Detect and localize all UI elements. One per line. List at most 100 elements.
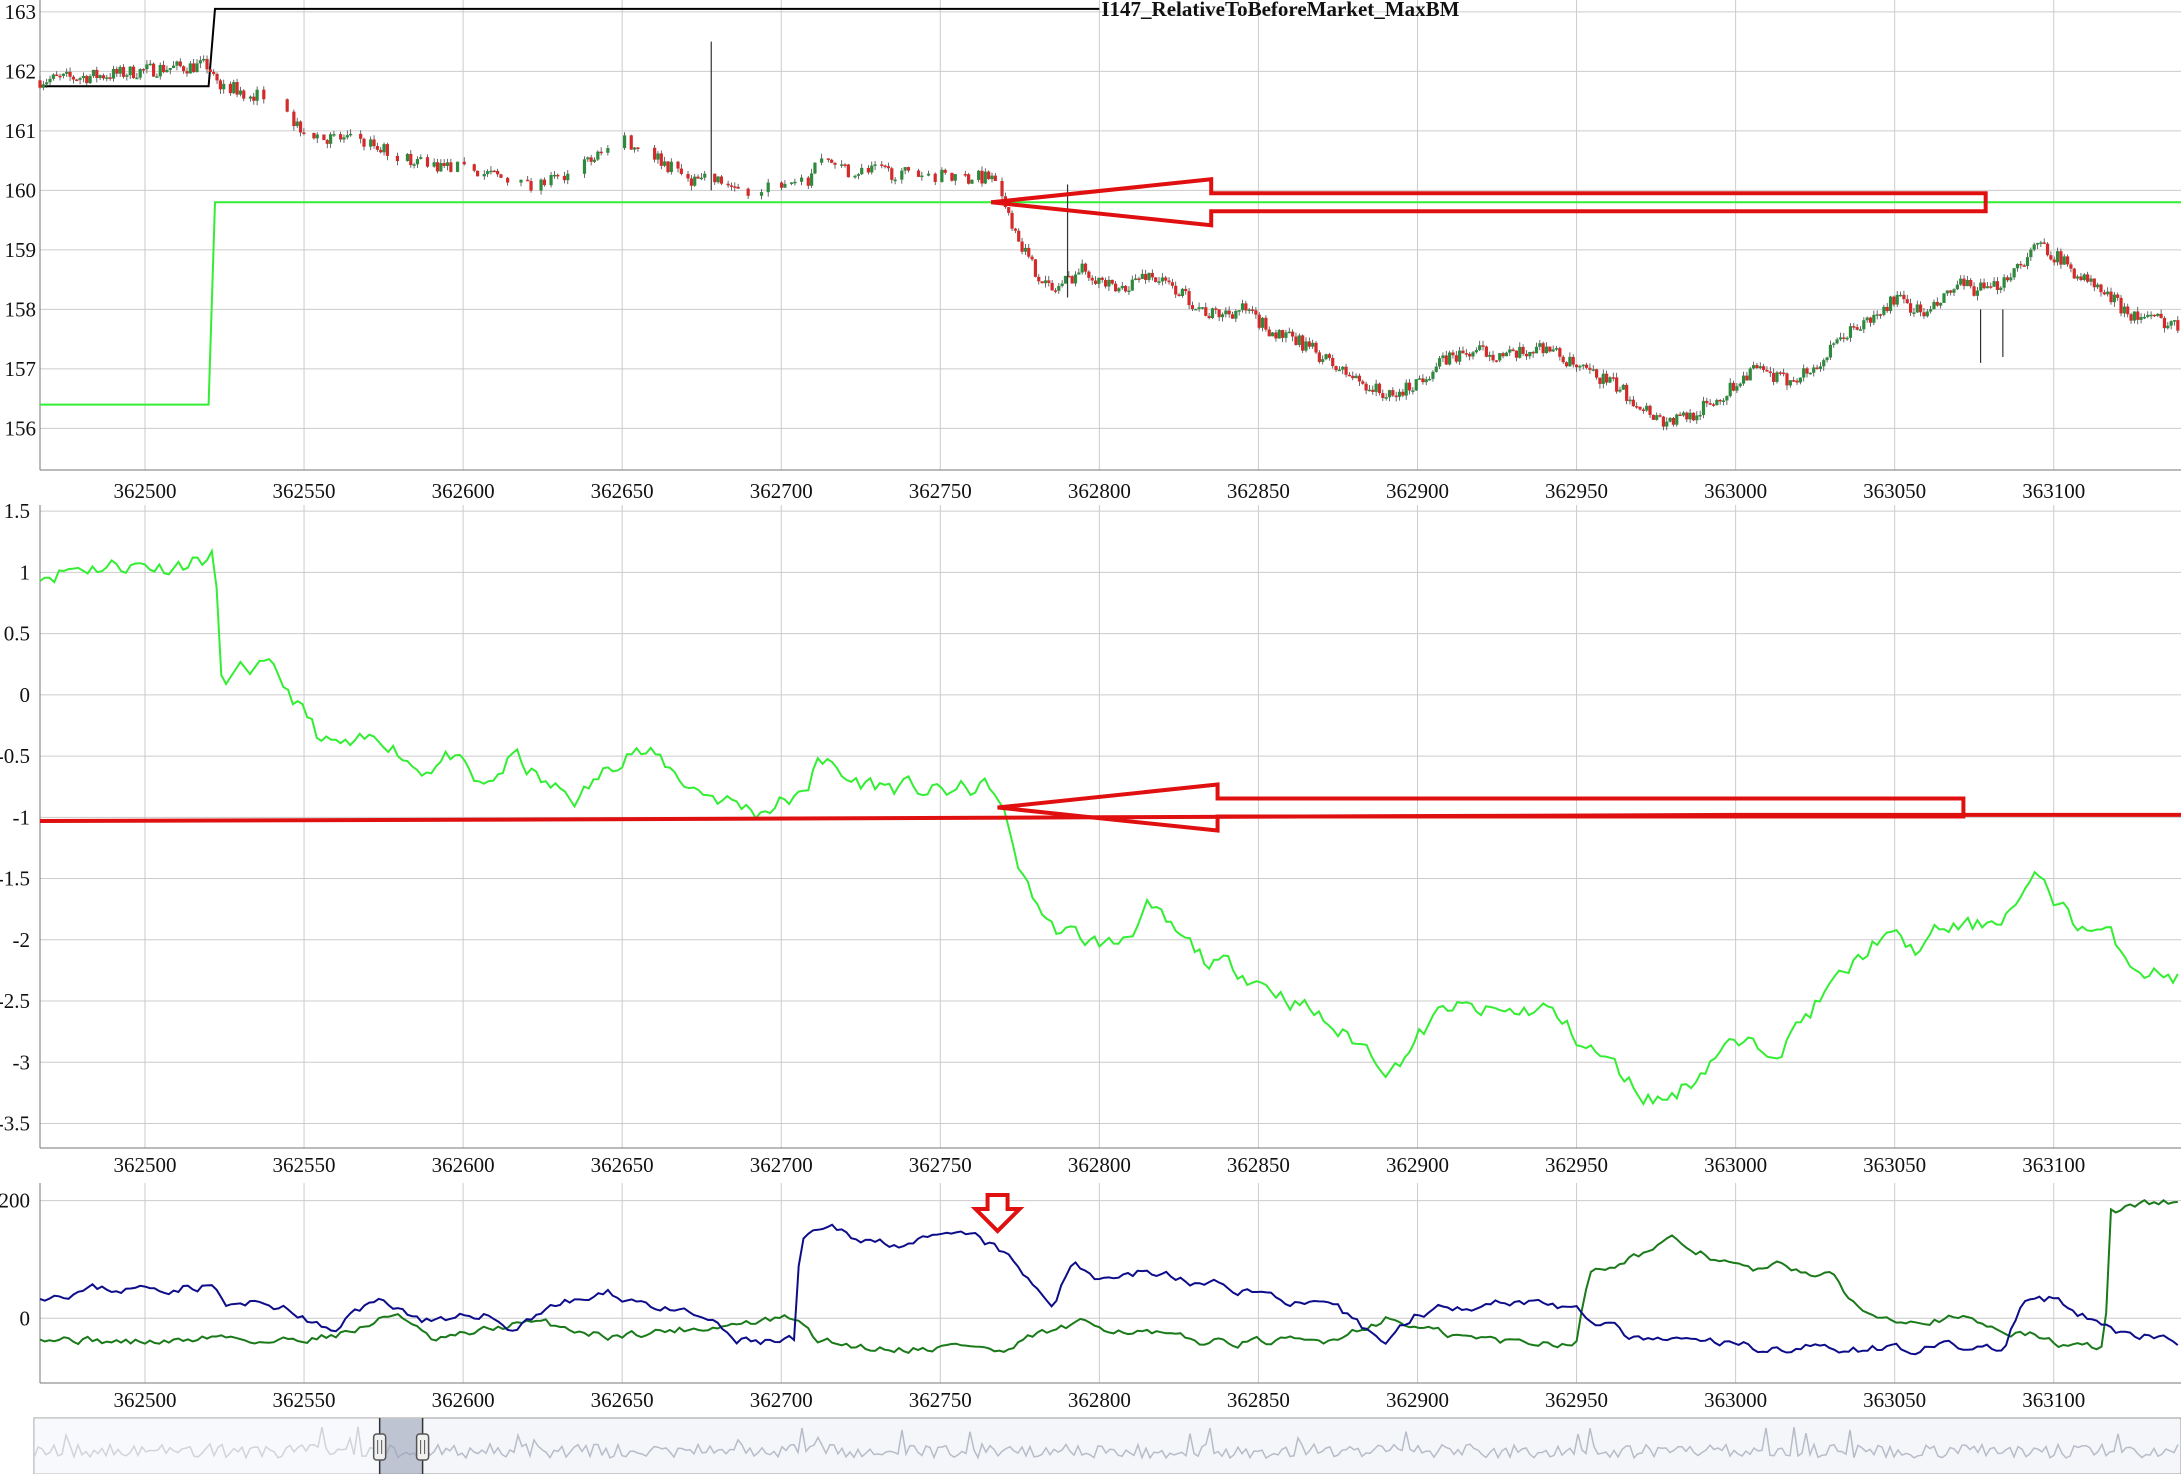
candle xyxy=(1661,416,1666,427)
y-tick-label: 1 xyxy=(20,560,31,584)
candle xyxy=(482,173,486,177)
candle xyxy=(1701,400,1706,415)
candle xyxy=(1451,352,1455,356)
candle xyxy=(2132,311,2136,321)
x-tick-label: 362900 xyxy=(1386,1153,1449,1177)
y-tick-label: 163 xyxy=(5,0,37,24)
candle xyxy=(2019,263,2023,266)
navigator-handle-right[interactable] xyxy=(415,1433,430,1461)
candle xyxy=(1858,329,1863,331)
candle xyxy=(1765,370,1769,372)
candle xyxy=(95,69,99,79)
candle xyxy=(1274,332,1278,339)
candle xyxy=(111,68,116,79)
candle xyxy=(933,173,937,182)
candle xyxy=(566,173,570,181)
candle xyxy=(1224,310,1228,315)
candle xyxy=(1327,354,1331,358)
candle xyxy=(1728,382,1732,397)
x-tick-label: 362550 xyxy=(273,479,336,503)
candle xyxy=(1528,351,1532,357)
candle xyxy=(1301,335,1305,351)
candle xyxy=(2032,244,2036,250)
panel-3: 362500 362550 362600 362650 362700 362750 3628… xyxy=(0,1183,2181,1412)
candle xyxy=(1711,404,1716,406)
candle xyxy=(1878,314,1883,316)
candle xyxy=(1635,406,1639,408)
candle xyxy=(218,80,222,90)
x-tick-label: 363000 xyxy=(1704,1388,1767,1412)
candle xyxy=(1164,277,1168,281)
candle xyxy=(1421,378,1425,383)
candle xyxy=(155,76,159,78)
candle xyxy=(870,165,874,173)
candle xyxy=(1885,306,1889,312)
candle xyxy=(1905,299,1909,304)
candle xyxy=(2045,243,2050,256)
candle xyxy=(1588,367,1592,370)
candle xyxy=(666,161,670,173)
y-tick-label: 156 xyxy=(5,416,37,440)
candle xyxy=(2099,284,2103,293)
candle xyxy=(1047,280,1051,283)
candle xyxy=(830,159,834,163)
candle xyxy=(2139,317,2143,320)
candle xyxy=(873,164,877,166)
candle xyxy=(880,164,884,166)
candle xyxy=(1548,346,1552,352)
green-series xyxy=(39,1198,2178,1354)
candle xyxy=(846,164,850,178)
candle xyxy=(1200,307,1205,309)
candle xyxy=(1057,285,1061,291)
candle xyxy=(806,177,810,186)
candle xyxy=(596,151,600,160)
candle xyxy=(1013,228,1017,231)
candle xyxy=(1337,369,1341,372)
candle xyxy=(1294,336,1298,345)
x-tick-label: 363050 xyxy=(1863,479,1926,503)
candle xyxy=(98,75,102,79)
candle xyxy=(1434,366,1438,372)
candle xyxy=(238,90,243,95)
candle xyxy=(2106,291,2110,295)
y-tick-label: -0.5 xyxy=(0,744,30,768)
candle xyxy=(1929,309,1933,312)
candle xyxy=(1812,367,1816,373)
candle xyxy=(552,174,557,177)
x-tick-label: 362850 xyxy=(1227,1388,1290,1412)
candle xyxy=(395,155,400,162)
candle xyxy=(1254,310,1258,315)
candle xyxy=(1815,367,1819,369)
candle xyxy=(1097,277,1101,284)
red-arrow-annotation xyxy=(990,177,1988,228)
candle xyxy=(1631,399,1635,407)
candle xyxy=(716,176,720,183)
candle xyxy=(1007,207,1011,213)
candle xyxy=(71,76,76,80)
candle xyxy=(1023,247,1028,252)
candle xyxy=(860,167,864,175)
candle xyxy=(115,68,119,74)
candle xyxy=(215,73,219,81)
candle xyxy=(1558,348,1562,357)
candle xyxy=(1838,337,1843,340)
candle xyxy=(161,64,166,73)
candle xyxy=(2022,265,2026,267)
candle xyxy=(1017,230,1021,242)
candle xyxy=(766,182,770,193)
candle xyxy=(582,159,587,174)
x-tick-label: 362700 xyxy=(750,479,813,503)
x-tick-label: 362550 xyxy=(273,1388,336,1412)
navigator-handle-left[interactable] xyxy=(372,1433,387,1461)
candle xyxy=(539,179,543,191)
level-line-label: I147_RelativeToBeforeMarket_MaxBM xyxy=(1101,0,1459,21)
candle xyxy=(302,132,306,134)
candle xyxy=(1264,317,1268,330)
candle xyxy=(1544,346,1549,354)
candle xyxy=(195,63,199,73)
candle xyxy=(1798,377,1802,383)
candle xyxy=(1745,375,1749,381)
candle xyxy=(886,166,891,169)
candle xyxy=(2172,320,2177,322)
x-tick-label: 362600 xyxy=(432,479,495,503)
